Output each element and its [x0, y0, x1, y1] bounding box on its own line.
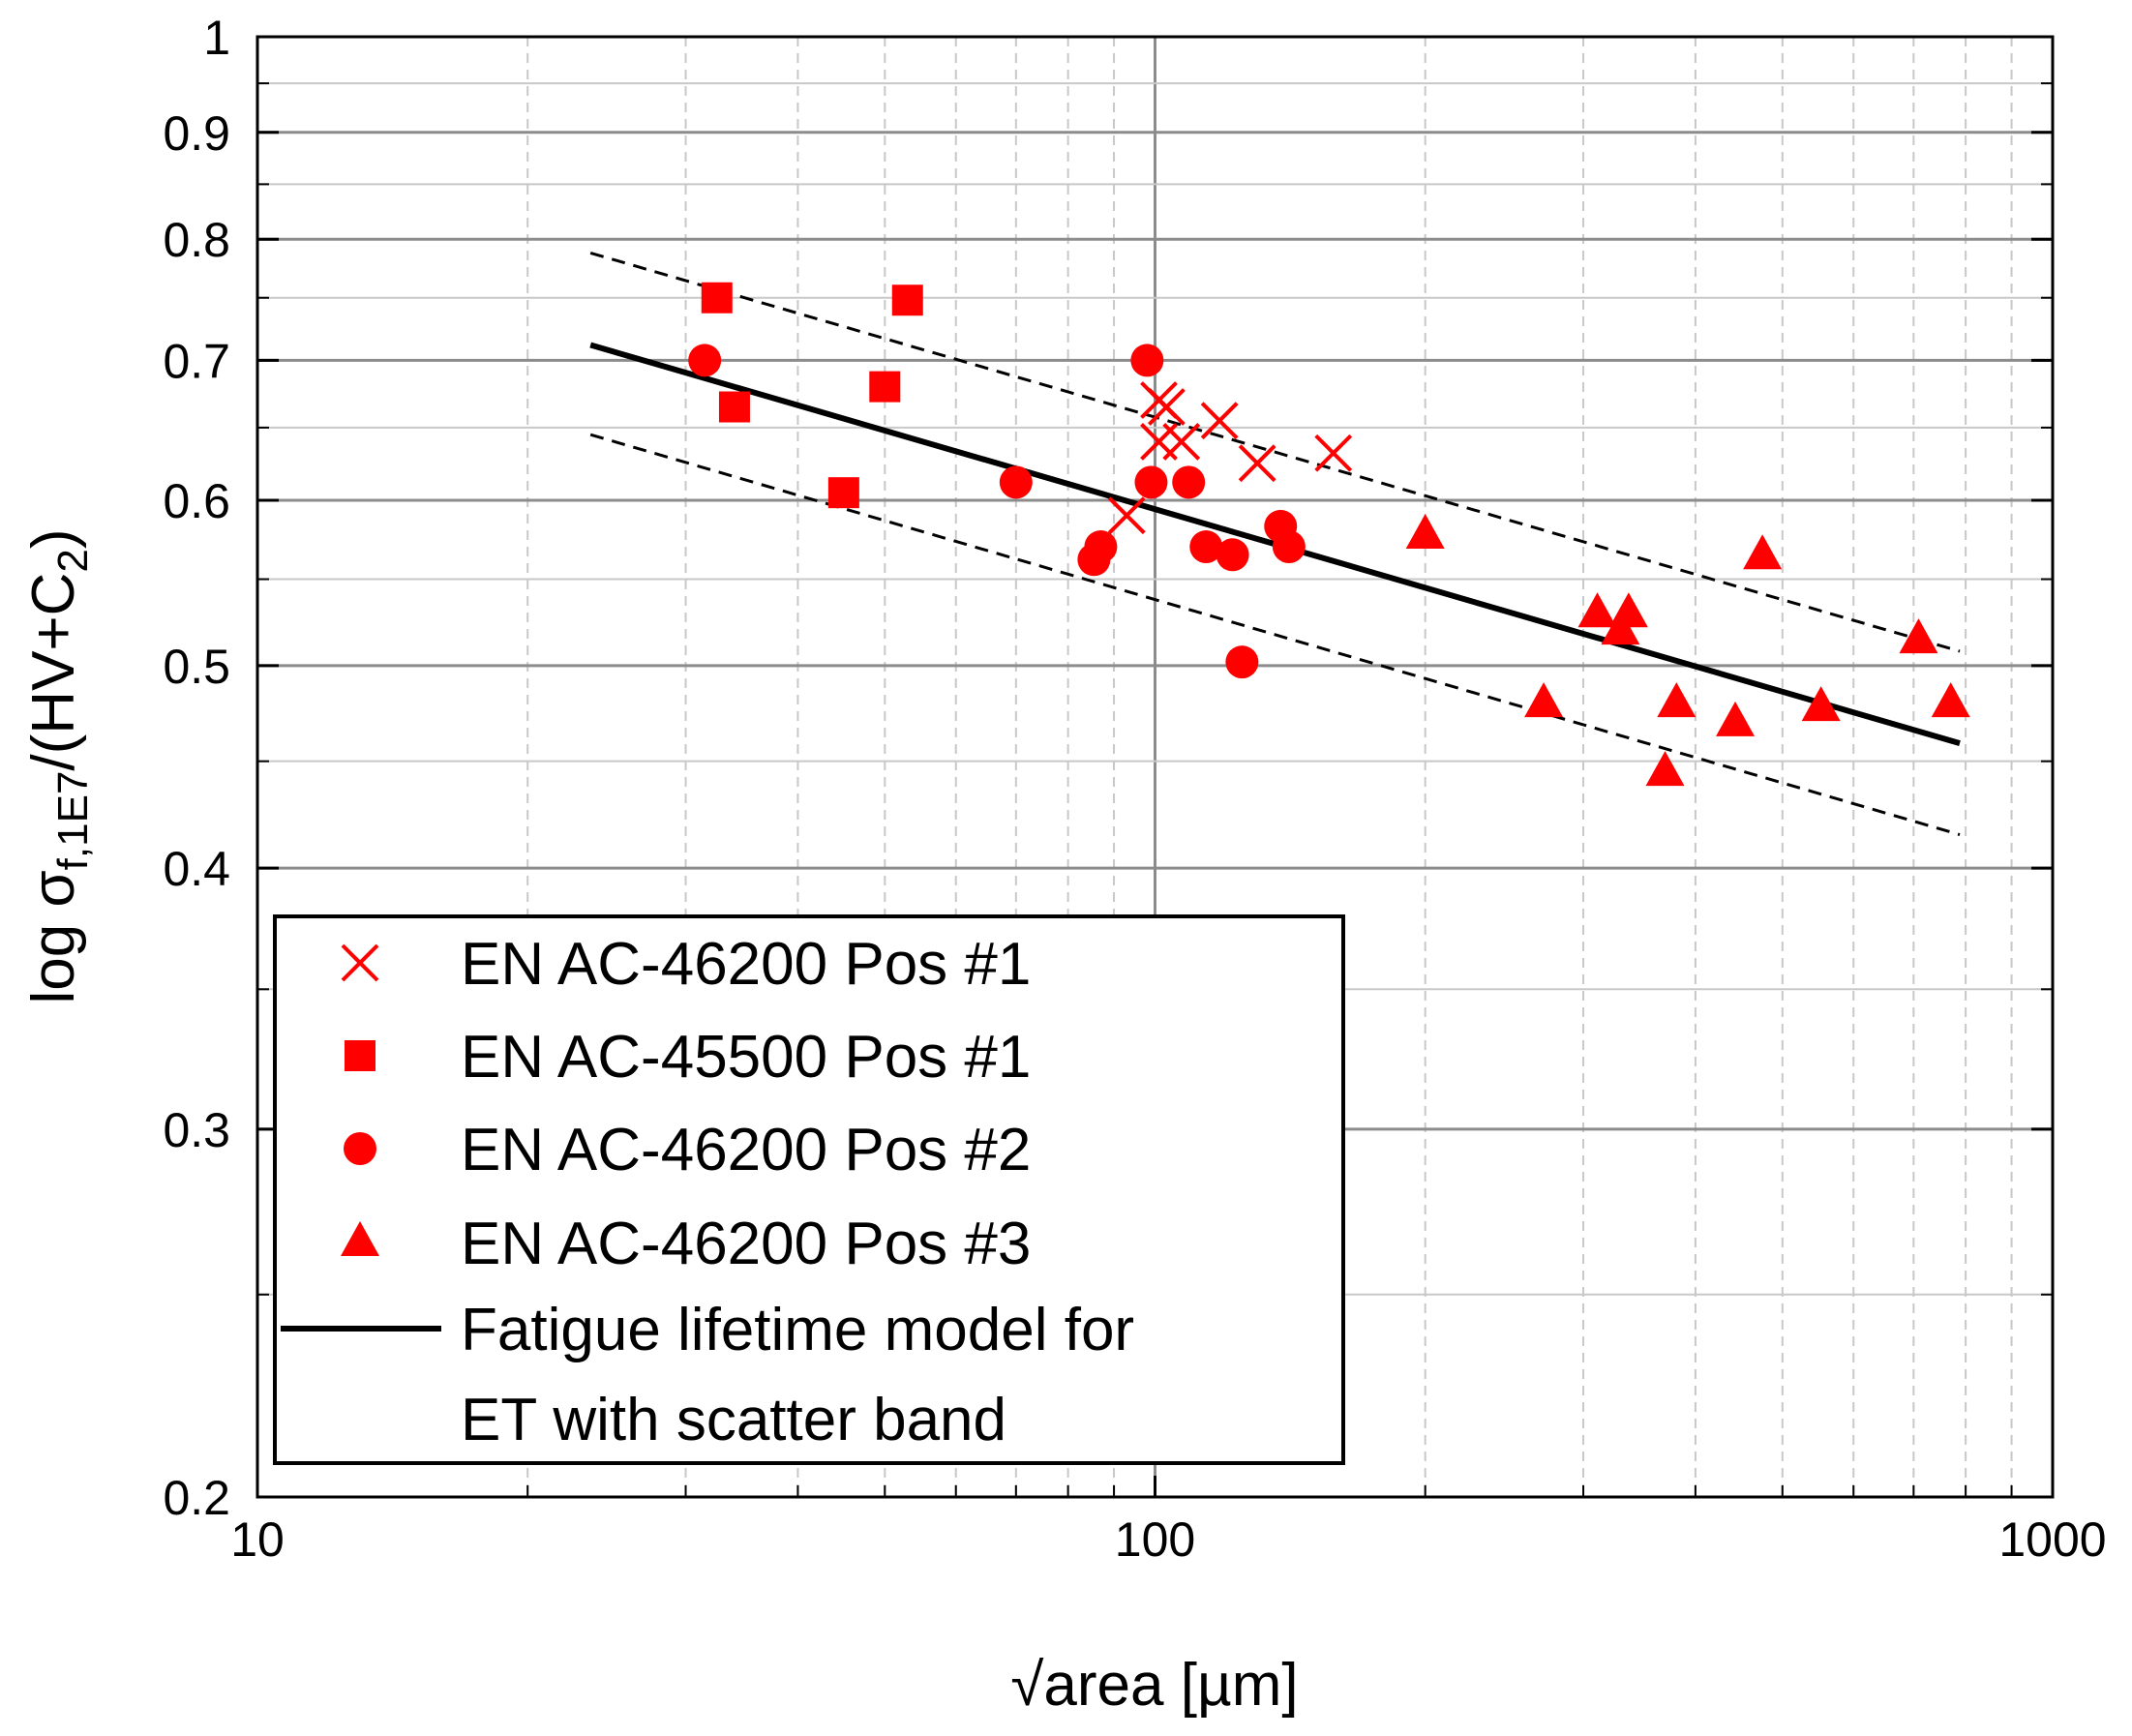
- series-1-point: [1147, 388, 1186, 426]
- series-3-point: [1130, 344, 1164, 377]
- legend-marker-series-1-stroke: [341, 943, 379, 982]
- series-1-point-stroke: [1200, 402, 1239, 440]
- series-2-point: [718, 391, 750, 423]
- x-tick-label: 1000: [1998, 1512, 2106, 1567]
- series-1-point-stroke: [1147, 388, 1186, 426]
- series-1-point-stroke: [1162, 423, 1201, 461]
- y-tick-label: 0.5: [163, 640, 230, 694]
- series-3-point: [999, 465, 1033, 499]
- legend-marker-series-2: [345, 1040, 375, 1071]
- series-3-point: [1084, 530, 1118, 564]
- x-tick-labels: 10 100 1000: [230, 1512, 2106, 1567]
- legend-markers: [281, 943, 441, 1332]
- legend-marker-series-1: [341, 943, 379, 982]
- upper-scatter-band: [589, 251, 1961, 653]
- series-3-point: [1272, 530, 1306, 564]
- series-3-point: [1216, 538, 1249, 572]
- series-1-point: [1107, 496, 1146, 535]
- legend-marker-series-4: [341, 1221, 379, 1256]
- series-1-point-stroke: [1107, 496, 1146, 535]
- y-tick-label: 0.9: [163, 106, 230, 161]
- series-1-point: [1200, 402, 1239, 440]
- x-axis-title: √area [µm]: [1010, 1652, 1298, 1719]
- y-tick-label: 1: [203, 11, 230, 65]
- y-axis-title: log σf,1E7/(HV+C2): [20, 528, 97, 1003]
- series-1-point: [1238, 444, 1276, 483]
- series-2-point: [891, 284, 923, 316]
- series-4-point: [1931, 682, 1970, 718]
- series-3-point: [1172, 465, 1206, 499]
- y-tick-label: 0.4: [163, 842, 230, 896]
- legend-marker-series-3: [344, 1132, 376, 1165]
- y-axis-title-sub1: f,1E7: [49, 771, 97, 871]
- series-3-point: [1134, 465, 1168, 499]
- legend-label-series-3: EN AC-46200 Pos #2: [461, 1117, 1031, 1183]
- y-axis-title-mid: /(HV+C: [20, 573, 87, 771]
- legend-label-series-2: EN AC-45500 Pos #1: [461, 1024, 1031, 1091]
- series-4-point: [1743, 534, 1783, 570]
- y-tick-label: 0.3: [163, 1103, 230, 1157]
- series-1-point-stroke: [1238, 444, 1276, 483]
- y-axis-title-suffix: ): [20, 528, 87, 549]
- series-4-point: [1405, 513, 1445, 549]
- legend-label-model-line-2: ET with scatter band: [461, 1387, 1006, 1453]
- series-2-point: [701, 282, 733, 314]
- legend-label-series-4: EN AC-46200 Pos #3: [461, 1211, 1031, 1277]
- y-tick-label: 0.8: [163, 213, 230, 267]
- series-4-point: [1899, 618, 1938, 654]
- series-3-point: [688, 344, 722, 377]
- y-axis-title-sub2: 2: [49, 549, 97, 572]
- series-4-point: [1716, 701, 1756, 736]
- x-tick-label: 10: [230, 1512, 285, 1567]
- series-4-point: [1801, 686, 1841, 722]
- data-points: [688, 282, 1970, 787]
- series-4-point: [1608, 592, 1648, 628]
- y-tick-label: 0.6: [163, 474, 230, 528]
- series-1-point: [1162, 423, 1201, 461]
- axis-ticks: [255, 35, 2053, 1499]
- y-tick-label: 0.2: [163, 1471, 230, 1525]
- x-tick-label: 100: [1115, 1512, 1195, 1567]
- series-4-point: [1524, 682, 1564, 718]
- series-1-point: [1314, 434, 1353, 472]
- series-3-point: [1225, 645, 1259, 679]
- series-2-point: [869, 371, 901, 403]
- series-4-point: [1657, 682, 1697, 718]
- series-4-point: [1577, 592, 1617, 628]
- legend-box: [273, 914, 1345, 1465]
- series-3-point: [1189, 530, 1223, 564]
- legend-label-model-line-1: Fatigue lifetime model for: [461, 1297, 1134, 1363]
- y-axis-title-prefix: log σ: [20, 870, 87, 1003]
- series-1-point-stroke: [1314, 434, 1353, 472]
- legend: EN AC-46200 Pos #1 EN AC-45500 Pos #1 EN…: [273, 914, 1345, 1465]
- lower-scatter-band: [589, 433, 1961, 837]
- legend-label-series-1: EN AC-46200 Pos #1: [461, 931, 1031, 998]
- series-4-point: [1645, 751, 1685, 787]
- y-tick-labels: 0.2 0.3 0.4 0.5 0.6 0.7 0.8 0.9 1: [163, 11, 230, 1525]
- y-tick-label: 0.7: [163, 334, 230, 388]
- series-2-point: [827, 477, 859, 509]
